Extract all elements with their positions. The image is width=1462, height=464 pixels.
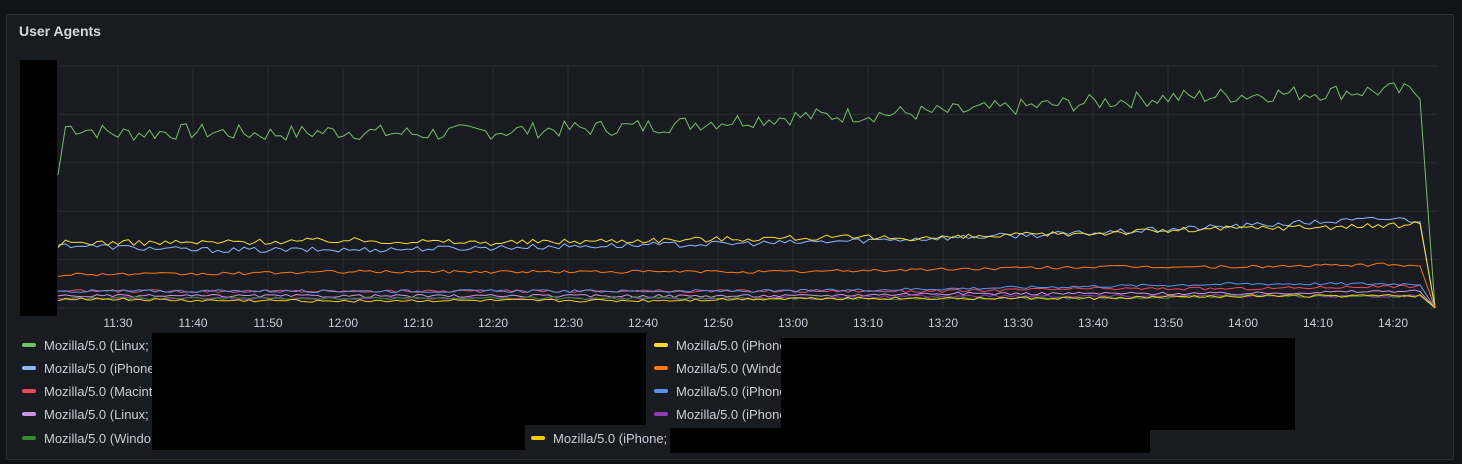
x-tick-label: 14:10 [1303,316,1333,330]
x-tick-label: 12:40 [628,316,658,330]
x-tick-label: 11:50 [253,316,282,330]
legend-swatch [22,389,36,393]
legend-swatch [531,436,545,440]
x-tick-label: 13:40 [1078,316,1108,330]
x-tick-label: 12:50 [703,316,733,330]
x-tick-label: 11:40 [178,316,207,330]
x-tick-label: 13:00 [778,316,808,330]
legend-swatch [654,366,668,370]
redacted-legend-block [152,333,646,425]
x-tick-label: 13:10 [853,316,883,330]
series-line[interactable] [57,281,1436,309]
legend-item[interactable]: Mozilla/5.0 (iPhone [654,405,787,423]
legend-label: Mozilla/5.0 (Windo [676,360,783,376]
x-tick-label: 12:30 [553,316,583,330]
x-tick-label: 12:20 [478,316,508,330]
legend-swatch [22,366,36,370]
redacted-legend-block [781,338,1295,430]
legend-label: Mozilla/5.0 (iPhone [676,383,787,399]
series-line[interactable] [57,293,1436,309]
redacted-legend-block [670,428,1150,453]
redacted-y-axis [20,60,57,316]
legend-item[interactable]: Mozilla/5.0 (Windo [22,429,151,447]
legend-item[interactable]: Mozilla/5.0 (iPhone [654,336,787,354]
legend-swatch [22,343,36,347]
x-tick-label: 12:00 [328,316,358,330]
x-tick-label: 13:50 [1153,316,1183,330]
redacted-legend-block [152,425,525,450]
legend-swatch [22,436,36,440]
legend-label: Mozilla/5.0 (Windo [44,430,151,446]
series-line[interactable] [57,82,1436,309]
legend-item[interactable]: Mozilla/5.0 (Macint [22,382,152,400]
legend-swatch [654,389,668,393]
series-line[interactable] [57,294,1436,309]
legend-label: Mozilla/5.0 (iPhone; [553,430,668,446]
legend-label: Mozilla/5.0 (Linux; [44,337,149,353]
panel-title[interactable]: User Agents [19,23,101,39]
x-tick-label: 14:00 [1228,316,1258,330]
series-line[interactable] [57,216,1436,309]
legend-item[interactable]: Mozilla/5.0 (iPhone [22,359,155,377]
legend-item[interactable]: Mozilla/5.0 (Linux; [22,336,149,354]
x-tick-label: 14:20 [1378,316,1408,330]
x-tick-label: 13:30 [1003,316,1033,330]
legend-item[interactable]: Mozilla/5.0 (iPhone; [531,429,667,447]
legend-swatch [654,412,668,416]
legend-label: Mozilla/5.0 (Linux; [44,406,149,422]
series-line[interactable] [57,289,1436,309]
legend-label: Mozilla/5.0 (iPhone [44,360,155,376]
series-line[interactable] [57,221,1436,309]
legend-item[interactable]: Mozilla/5.0 (Windo [654,359,783,377]
legend-label: Mozilla/5.0 (iPhone [676,406,787,422]
legend-label: Mozilla/5.0 (Macint [44,383,153,399]
x-tick-label: 12:10 [403,316,433,330]
legend-label: Mozilla/5.0 (iPhone [676,337,787,353]
x-tick-label: 13:20 [928,316,958,330]
legend-swatch [654,343,668,347]
legend-swatch [22,412,36,416]
x-tick-label: 11:30 [103,316,132,330]
legend-item[interactable]: Mozilla/5.0 (Linux; [22,405,149,423]
legend-item[interactable]: Mozilla/5.0 (iPhone [654,382,787,400]
series-line[interactable] [57,262,1436,309]
